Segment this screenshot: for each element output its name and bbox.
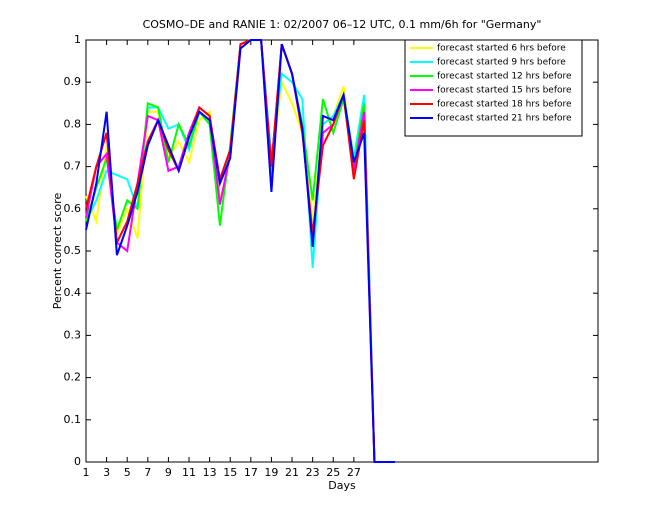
legend-label: forecast started 21 hrs before xyxy=(437,114,572,124)
x-tick-label: 25 xyxy=(326,466,340,479)
x-tick-label: 23 xyxy=(306,466,320,479)
legend-label: forecast started 15 hrs before xyxy=(437,86,572,96)
legend-label: forecast started 9 hrs before xyxy=(437,58,566,68)
legend-label: forecast started 18 hrs before xyxy=(437,100,572,110)
y-tick-label: 0.8 xyxy=(64,117,82,130)
y-tick-label: 1 xyxy=(74,33,81,46)
y-tick-label: 0.3 xyxy=(64,328,82,341)
y-tick-label: 0.6 xyxy=(64,202,82,215)
x-tick-label: 3 xyxy=(103,466,110,479)
y-axis-label: Percent correct score xyxy=(51,193,64,310)
x-tick-label: 5 xyxy=(124,466,131,479)
legend-label: forecast started 12 hrs before xyxy=(437,72,572,82)
x-tick-label: 9 xyxy=(165,466,172,479)
y-tick-label: 0.2 xyxy=(64,371,82,384)
x-tick-label: 21 xyxy=(285,466,299,479)
x-tick-label: 1 xyxy=(83,466,90,479)
y-tick-label: 0.4 xyxy=(64,286,82,299)
x-tick-label: 15 xyxy=(223,466,237,479)
y-tick-label: 0 xyxy=(74,455,81,468)
y-tick-label: 0.9 xyxy=(64,75,82,88)
y-tick-label: 0.1 xyxy=(64,413,82,426)
y-tick-label: 0.5 xyxy=(64,244,82,257)
x-tick-label: 17 xyxy=(244,466,258,479)
legend: forecast started 6 hrs before forecast st… xyxy=(404,39,583,137)
chart-title: COSMO–DE and RANIE 1: 02/2007 06–12 UTC,… xyxy=(143,18,542,31)
x-tick-label: 7 xyxy=(144,466,151,479)
x-tick-label: 13 xyxy=(203,466,217,479)
x-axis-label: Days xyxy=(328,479,356,492)
x-tick-label: 11 xyxy=(182,466,196,479)
legend-box xyxy=(404,39,583,137)
legend-label: forecast started 6 hrs before xyxy=(437,44,566,54)
y-tick-label: 0.7 xyxy=(64,160,82,173)
series-line xyxy=(85,39,396,463)
x-tick-label: 19 xyxy=(264,466,278,479)
x-tick-label: 27 xyxy=(347,466,361,479)
